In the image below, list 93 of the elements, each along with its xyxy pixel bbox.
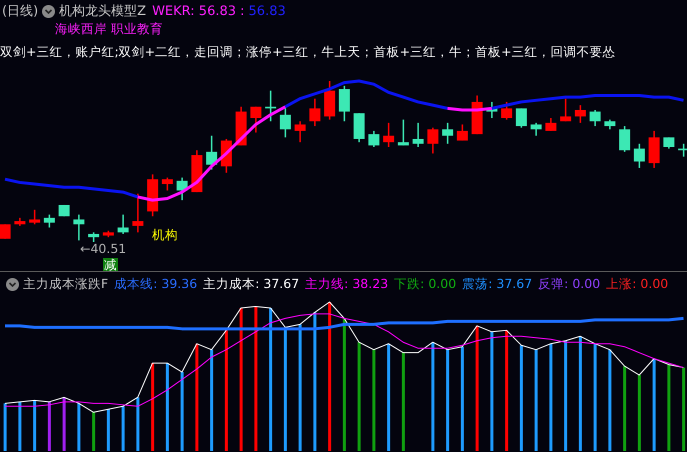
candlestick bbox=[590, 109, 601, 127]
candlestick bbox=[368, 130, 380, 148]
text: WEKR: 56.83 : bbox=[152, 4, 245, 18]
bar bbox=[166, 363, 169, 451]
candlestick bbox=[383, 122, 394, 148]
candlestick bbox=[162, 176, 173, 192]
candlestick bbox=[398, 118, 409, 146]
candlestick bbox=[265, 90, 276, 122]
chart-subtitle: 机构龙头模型Z bbox=[59, 3, 146, 20]
bar bbox=[594, 344, 597, 451]
bar bbox=[578, 336, 582, 451]
candlestick bbox=[634, 143, 645, 169]
bar bbox=[549, 344, 552, 451]
candlestick bbox=[574, 104, 586, 124]
bar bbox=[62, 397, 66, 451]
bar bbox=[328, 302, 332, 451]
bar bbox=[652, 358, 656, 451]
bar bbox=[623, 366, 626, 451]
text: 双剑+三红，账户红;双剑+二红，走回调；涨停+三红，牛上天；首板+三红，牛；首板+三红，回调不要怂 bbox=[0, 44, 616, 59]
bar bbox=[33, 400, 36, 451]
candlestick bbox=[44, 214, 55, 228]
text: 56.83 bbox=[248, 4, 286, 18]
bar bbox=[48, 402, 51, 451]
candlestick bbox=[73, 214, 84, 242]
text: 减 bbox=[103, 257, 118, 272]
candlestick bbox=[427, 126, 438, 154]
bar bbox=[667, 364, 670, 451]
bar bbox=[92, 412, 96, 451]
candlestick bbox=[442, 122, 454, 145]
bar bbox=[269, 308, 272, 451]
bar bbox=[106, 409, 110, 451]
candlestick bbox=[545, 117, 556, 132]
text: 上涨: 0.00 bbox=[606, 276, 668, 293]
candlestick bbox=[132, 192, 144, 234]
candlestick bbox=[29, 209, 40, 226]
bar bbox=[638, 375, 641, 451]
annotation: ←40.51 bbox=[80, 241, 126, 256]
candlestick bbox=[604, 118, 616, 130]
candlestick bbox=[530, 122, 542, 136]
bar bbox=[431, 342, 434, 451]
candlestick bbox=[456, 124, 468, 142]
bar bbox=[460, 346, 464, 451]
bar bbox=[520, 345, 523, 451]
bar bbox=[122, 406, 125, 451]
bar bbox=[180, 372, 184, 451]
candlestick bbox=[250, 106, 262, 134]
candlestick bbox=[501, 101, 512, 120]
candlestick bbox=[338, 85, 350, 122]
text: 主力线: 38.23 bbox=[305, 276, 388, 293]
candlestick bbox=[309, 98, 320, 127]
bar bbox=[372, 350, 376, 451]
candlestick bbox=[294, 120, 306, 143]
bar bbox=[564, 340, 568, 451]
bar bbox=[313, 312, 316, 451]
candlestick bbox=[516, 108, 527, 128]
bar bbox=[608, 350, 612, 451]
text: 海峡西岸 职业教育 bbox=[55, 21, 163, 36]
text: 震荡: 37.67 bbox=[462, 276, 532, 293]
bar bbox=[224, 330, 228, 451]
bar bbox=[490, 332, 494, 451]
bar bbox=[682, 368, 686, 451]
bar bbox=[342, 318, 346, 451]
bar bbox=[136, 397, 140, 451]
bar bbox=[77, 403, 80, 451]
text: 主力成本: 37.67 bbox=[203, 276, 300, 293]
annotation: 机构 bbox=[152, 227, 178, 242]
bar bbox=[18, 402, 22, 451]
text: 成本线: 39.36 bbox=[114, 276, 198, 293]
bar bbox=[387, 344, 390, 451]
candlestick bbox=[412, 122, 424, 148]
candlestick bbox=[619, 125, 630, 153]
candlestick bbox=[118, 214, 129, 235]
candlestick bbox=[88, 232, 100, 243]
bar bbox=[151, 363, 154, 451]
bar bbox=[195, 344, 198, 451]
bar bbox=[534, 350, 538, 451]
chart-title: (日线) bbox=[2, 3, 38, 20]
bar bbox=[298, 324, 302, 451]
bar bbox=[402, 352, 405, 451]
bar bbox=[505, 330, 508, 451]
bar bbox=[210, 350, 214, 451]
bar bbox=[476, 326, 479, 451]
candlestick bbox=[560, 98, 572, 122]
bar bbox=[4, 403, 7, 451]
chart-title: 主力成本涨跌F bbox=[23, 276, 108, 293]
text: 下跌: 0.00 bbox=[394, 276, 456, 293]
bar bbox=[358, 342, 361, 451]
bar bbox=[240, 308, 243, 451]
bar bbox=[446, 350, 450, 451]
text: 反弹: 0.00 bbox=[538, 276, 600, 293]
candlestick bbox=[0, 224, 11, 240]
bar bbox=[254, 306, 258, 451]
candlestick bbox=[280, 108, 291, 138]
